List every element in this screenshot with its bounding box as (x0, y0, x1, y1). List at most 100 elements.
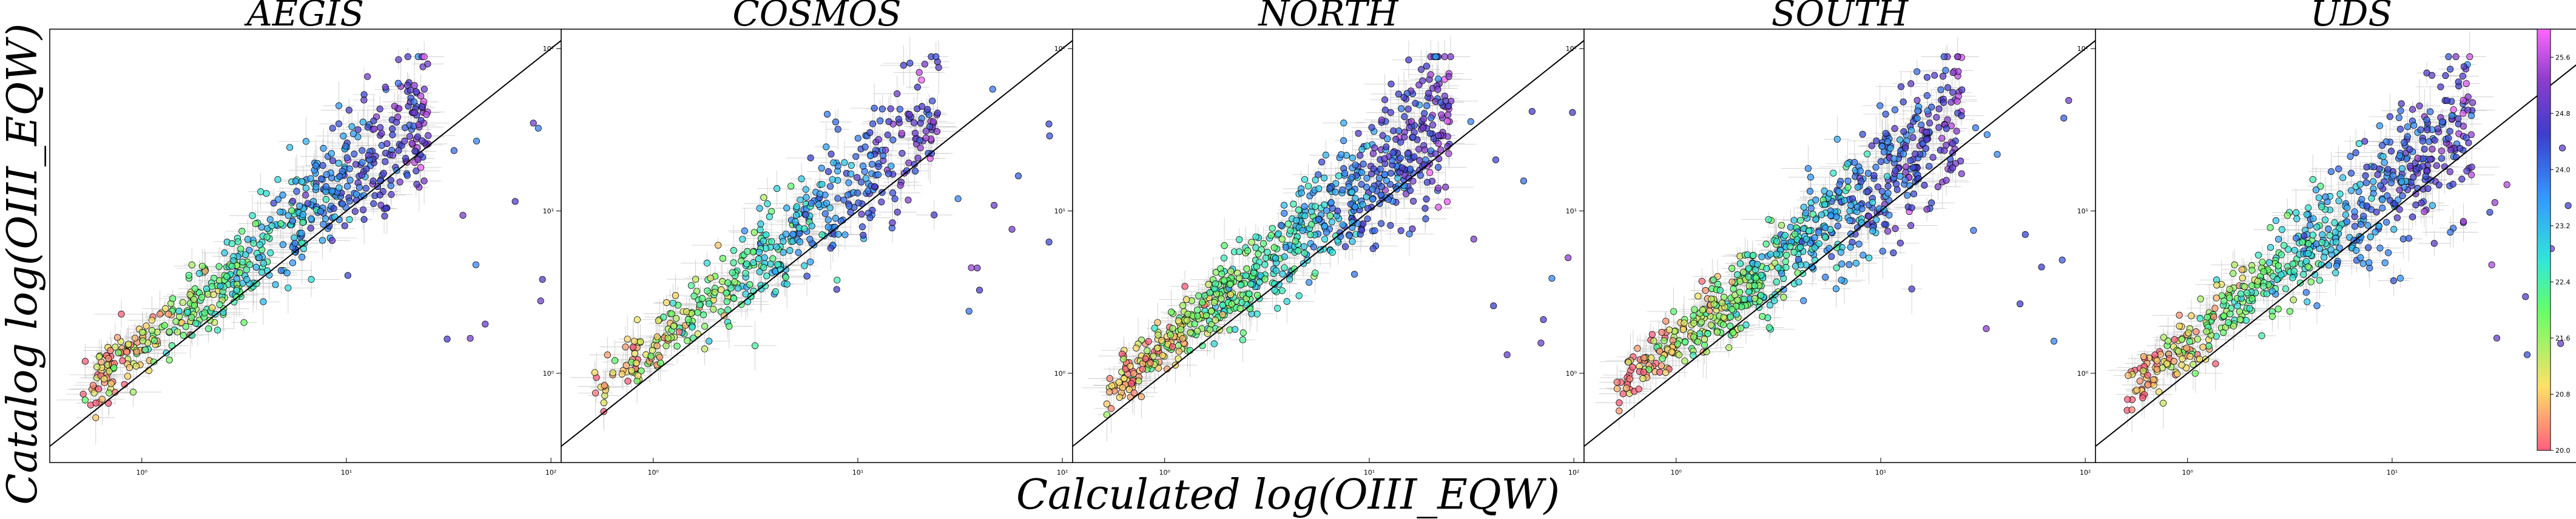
data-point (1301, 212, 1309, 220)
data-point (834, 126, 841, 133)
data-point (308, 215, 315, 222)
data-point (792, 211, 800, 219)
data-point (1194, 312, 1201, 319)
data-point (205, 325, 212, 333)
data-point (1415, 146, 1423, 153)
data-point (921, 61, 928, 68)
data-point (1326, 185, 1334, 192)
data-point (126, 364, 133, 371)
data-point (210, 291, 217, 298)
data-point (826, 204, 834, 212)
data-point (1442, 97, 1449, 104)
data-point (395, 147, 402, 154)
data-point (823, 110, 831, 118)
data-point (268, 222, 275, 229)
data-point (922, 134, 929, 141)
data-point (1177, 326, 1184, 333)
data-point (329, 157, 337, 165)
data-point (933, 128, 940, 135)
data-point (1312, 203, 1319, 210)
x-tick-label: 10² (1568, 469, 1579, 477)
data-point (1369, 245, 1377, 253)
data-point (110, 364, 118, 371)
data-point (252, 220, 260, 228)
data-point (382, 149, 389, 157)
data-point (214, 327, 221, 334)
data-point (917, 144, 924, 152)
data-point (1520, 177, 1527, 185)
data-point (968, 264, 975, 271)
data-point (835, 231, 842, 238)
data-point (359, 147, 366, 154)
data-point (742, 270, 749, 277)
data-point (1420, 115, 1428, 123)
data-point (807, 154, 814, 161)
data-point (1409, 134, 1417, 141)
data-point (1375, 174, 1383, 181)
data-point (1246, 290, 1253, 297)
data-point (223, 273, 231, 280)
data-point (244, 236, 251, 243)
data-point (1301, 203, 1308, 210)
data-point (1443, 198, 1451, 205)
data-point (772, 288, 780, 296)
data-point (906, 110, 913, 118)
data-point (260, 260, 268, 267)
data-point (179, 299, 187, 306)
data-point (604, 351, 611, 359)
data-point (186, 291, 194, 299)
data-point (237, 245, 244, 253)
data-point (965, 308, 973, 315)
data-point (274, 195, 282, 203)
data-point (1130, 389, 1138, 396)
data-point (395, 56, 402, 63)
data-point (328, 150, 335, 157)
data-point (376, 106, 383, 113)
data-point (175, 308, 183, 315)
data-point (240, 319, 248, 326)
data-point (855, 199, 862, 206)
x-tick-label: 10⁰ (648, 469, 659, 477)
data-point (1383, 177, 1390, 185)
data-point (115, 349, 122, 356)
data-point (1299, 227, 1306, 234)
data-point (931, 211, 938, 219)
data-point (129, 388, 137, 396)
data-point (394, 114, 402, 121)
data-point (1321, 236, 1329, 243)
data-point (1300, 243, 1308, 250)
data-point (692, 276, 700, 283)
data-point (611, 357, 619, 364)
data-point (360, 97, 368, 104)
data-point (1167, 331, 1174, 339)
data-point (1355, 130, 1362, 137)
data-point (929, 97, 936, 104)
data-point (1379, 132, 1386, 139)
data-point (1210, 340, 1218, 347)
data-point (723, 290, 730, 297)
data-point (216, 301, 223, 308)
data-point (1259, 240, 1267, 247)
data-point (459, 212, 467, 219)
data-point (801, 225, 808, 232)
data-point (150, 337, 158, 344)
data-point (1116, 394, 1123, 401)
data-point (755, 248, 763, 256)
data-point (1358, 146, 1366, 153)
data-point (362, 185, 369, 192)
data-point (1179, 302, 1187, 309)
data-point (1423, 63, 1431, 70)
x-tick-label: 10¹ (341, 469, 352, 477)
data-point (1199, 299, 1206, 306)
data-point (356, 184, 363, 191)
data-point (633, 359, 640, 367)
data-point (834, 163, 841, 170)
data-point (845, 179, 852, 186)
data-point (473, 137, 480, 144)
data-point (1287, 227, 1294, 234)
data-point (246, 246, 253, 254)
data-point (1145, 338, 1152, 345)
data-point (359, 118, 366, 126)
data-point (1425, 89, 1432, 97)
data-point (378, 130, 385, 137)
